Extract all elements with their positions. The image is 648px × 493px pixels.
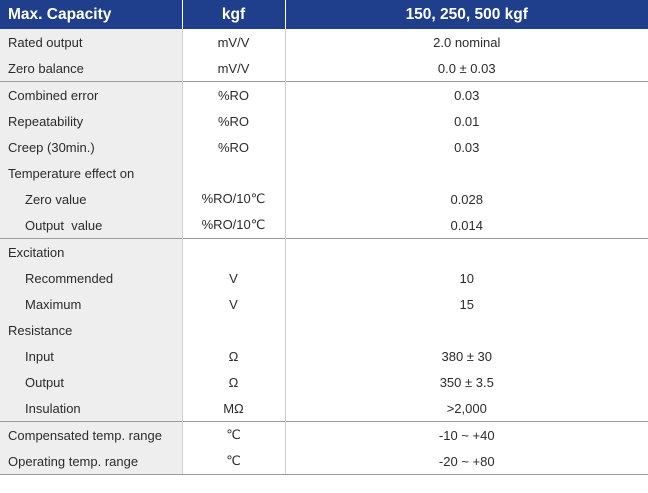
row-value: [285, 160, 648, 186]
row-unit: [182, 160, 286, 186]
row-value: 10: [459, 270, 474, 286]
header-capacity-values: 150, 250, 500 kgf: [285, 0, 648, 29]
row-output-resistance: Output Ω 350 ± 3.5: [0, 369, 648, 395]
row-label: Input: [0, 343, 183, 369]
row-value: 0.01: [454, 113, 480, 129]
row-value: 0.0 ± 0.03: [437, 60, 496, 76]
row-value: 350 ± 3.5: [439, 374, 494, 390]
row-label: Excitation: [0, 238, 183, 265]
row-value: 0.03: [454, 139, 480, 155]
row-operating-temp-range: Operating temp. range ℃ -20 ~ +80: [0, 448, 648, 475]
row-label: Rated output: [0, 29, 183, 55]
row-unit: [182, 317, 286, 343]
row-unit: V: [182, 265, 286, 291]
row-unit: mV/V: [182, 29, 286, 55]
row-value: 0.03: [285, 81, 648, 108]
row-label: Repeatability: [0, 108, 183, 134]
row-unit: V: [182, 291, 286, 317]
row-unit: Ω: [182, 369, 286, 395]
row-label: Compensated temp. range: [0, 421, 183, 448]
row-output-value: Output value %RO/10℃ 0.014: [0, 212, 648, 239]
row-label: Zero balance: [0, 55, 183, 82]
row-label: Creep (30min.): [0, 134, 183, 160]
row-zero-balance: Zero balance mV/V 0.0 ± 0.03: [0, 55, 648, 82]
row-unit: %RO: [182, 81, 286, 108]
row-label: Temperature effect on: [0, 160, 183, 186]
row-unit: MΩ: [182, 395, 286, 422]
row-label: Maximum: [0, 291, 183, 317]
row-value: 380 ± 30: [441, 348, 492, 364]
row-insulation: Insulation MΩ >2,000: [0, 395, 648, 422]
row-value: -20 ~ +80: [285, 448, 648, 475]
row-value: [285, 238, 648, 265]
row-unit: mV/V: [182, 55, 286, 82]
specification-table: Max. Capacity kgf 150, 250, 500 kgf Rate…: [0, 0, 648, 475]
row-value: -10 ~ +40: [285, 421, 648, 448]
row-unit: ℃: [182, 421, 286, 448]
row-temperature-effect-heading: Temperature effect on: [0, 160, 648, 186]
row-excitation-heading: Excitation: [0, 238, 648, 265]
row-unit: ℃: [182, 448, 286, 475]
row-label: Operating temp. range: [0, 448, 183, 475]
row-label: Combined error: [0, 81, 183, 108]
row-resistance-heading: Resistance: [0, 317, 648, 343]
row-value: 0.014: [450, 217, 484, 233]
row-unit: %RO: [182, 134, 286, 160]
row-unit: [182, 238, 286, 265]
row-value: 0.028: [450, 191, 484, 207]
row-unit: %RO/10℃: [182, 212, 286, 239]
row-combined-error: Combined error %RO 0.03: [0, 81, 648, 108]
row-label: Resistance: [0, 317, 183, 343]
row-maximum: Maximum V 15: [0, 291, 648, 317]
row-input-resistance: Input Ω 380 ± 30: [0, 343, 648, 369]
row-unit: %RO/10℃: [182, 186, 286, 212]
row-label: Zero value: [0, 186, 183, 212]
row-compensated-temp-range: Compensated temp. range ℃ -10 ~ +40: [0, 421, 648, 448]
row-value: [285, 317, 648, 343]
row-unit: %RO: [182, 108, 286, 134]
row-unit: Ω: [182, 343, 286, 369]
row-label: Recommended: [0, 265, 183, 291]
row-repeatability: Repeatability %RO 0.01: [0, 108, 648, 134]
row-label: Output: [0, 369, 183, 395]
row-recommended: Recommended V 10: [0, 265, 648, 291]
row-rated-output: Rated output mV/V 2.0 nominal: [0, 29, 648, 55]
header-max-capacity: Max. Capacity: [0, 0, 183, 29]
row-creep: Creep (30min.) %RO 0.03: [0, 134, 648, 160]
row-label: Insulation: [0, 395, 183, 422]
row-zero-value: Zero value %RO/10℃ 0.028: [0, 186, 648, 212]
header-row: Max. Capacity kgf 150, 250, 500 kgf: [0, 0, 648, 29]
row-value: 2.0 nominal: [433, 34, 501, 50]
row-value: 15: [459, 296, 474, 312]
header-unit: kgf: [182, 0, 286, 29]
row-label: Output value: [0, 212, 183, 239]
row-value: >2,000: [446, 400, 487, 416]
